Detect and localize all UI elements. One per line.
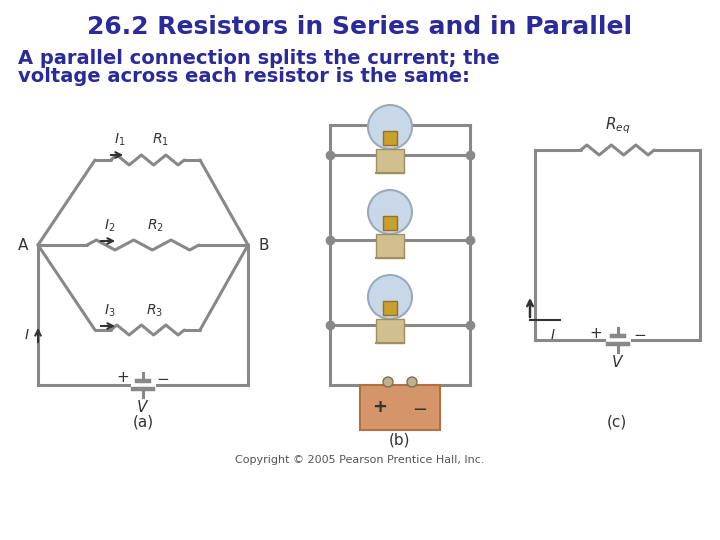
Text: $-$: $-$: [156, 369, 170, 384]
Circle shape: [368, 105, 412, 149]
Text: $-$: $-$: [633, 327, 646, 341]
Circle shape: [368, 275, 412, 319]
Text: $R_1$: $R_1$: [151, 132, 168, 148]
Text: (c): (c): [607, 415, 627, 429]
Bar: [383, 131, 397, 145]
Text: (b): (b): [390, 433, 410, 448]
Text: $V$: $V$: [136, 399, 150, 415]
Circle shape: [383, 377, 393, 387]
Text: $I_3$: $I_3$: [104, 302, 116, 319]
Text: $V$: $V$: [611, 354, 624, 370]
Text: (a): (a): [132, 415, 153, 429]
Bar: [376, 319, 404, 343]
Text: B: B: [258, 238, 269, 253]
Text: $R_{eq}$: $R_{eq}$: [605, 116, 630, 136]
Text: $I$: $I$: [550, 328, 556, 342]
Bar: [376, 149, 404, 173]
Text: $I_1$: $I_1$: [114, 132, 126, 148]
Text: 26.2 Resistors in Series and in Parallel: 26.2 Resistors in Series and in Parallel: [87, 15, 633, 39]
Text: A: A: [17, 238, 28, 253]
Text: +: +: [589, 327, 602, 341]
Bar: [383, 216, 397, 230]
Text: $R_2$: $R_2$: [147, 218, 163, 234]
Bar: [360, 385, 440, 430]
Text: +: +: [117, 369, 130, 384]
Text: A parallel connection splits the current; the: A parallel connection splits the current…: [18, 49, 500, 68]
Text: $R_3$: $R_3$: [146, 302, 163, 319]
Text: $-$: $-$: [413, 399, 428, 416]
Text: $I$: $I$: [24, 328, 30, 342]
Text: +: +: [372, 399, 387, 416]
Bar: [383, 301, 397, 315]
Text: voltage across each resistor is the same:: voltage across each resistor is the same…: [18, 68, 470, 86]
Circle shape: [407, 377, 417, 387]
Text: $I_2$: $I_2$: [104, 218, 116, 234]
Text: Copyright © 2005 Pearson Prentice Hall, Inc.: Copyright © 2005 Pearson Prentice Hall, …: [235, 455, 485, 465]
Circle shape: [368, 190, 412, 234]
Bar: [376, 234, 404, 258]
